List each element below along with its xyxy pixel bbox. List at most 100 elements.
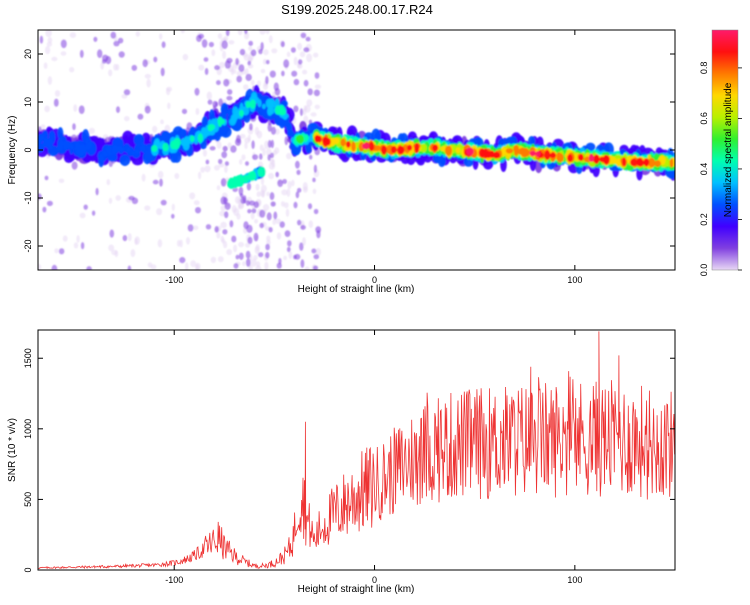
heatmap-cell <box>69 32 77 38</box>
heatmap-cell <box>288 251 293 259</box>
heatmap-cell <box>614 159 622 165</box>
heatmap-cell <box>293 56 298 66</box>
heatmap-cell <box>62 235 68 242</box>
heatmap-cell <box>204 68 209 75</box>
colorbar-tick-label: 0.8 <box>699 62 709 75</box>
heatmap-cell <box>280 201 285 207</box>
heatmap-cell <box>282 179 287 184</box>
heatmap-cell <box>118 51 125 58</box>
heatmap-cell <box>265 243 270 251</box>
heatmap-cell <box>192 225 199 231</box>
x-tick-label: 100 <box>567 275 582 285</box>
heatmap-cell <box>291 70 298 77</box>
heatmap-cell <box>302 237 306 246</box>
heatmap-cell <box>306 99 313 107</box>
heatmap-cell <box>300 32 307 39</box>
heatmap-cell <box>259 222 265 229</box>
heatmap-cell <box>195 207 201 214</box>
heatmap-cell <box>179 239 183 248</box>
heatmap-cell <box>216 80 221 86</box>
heatmap-cell <box>287 240 292 247</box>
heatmap-cell <box>157 239 163 248</box>
heatmap-cell <box>259 209 266 218</box>
heatmap-cell <box>124 116 130 122</box>
colorbar-tick-label: 0.6 <box>699 112 709 125</box>
heatmap-cell <box>303 47 310 53</box>
heatmap-cell <box>259 153 263 160</box>
heatmap-cell <box>47 37 53 44</box>
heatmap-cell <box>137 113 144 120</box>
heatmap-cell <box>455 147 461 154</box>
heatmap-cell <box>262 58 267 65</box>
heatmap-cell <box>236 75 242 83</box>
heatmap-cell <box>144 205 151 211</box>
heatmap-cell <box>226 57 233 64</box>
y-tick-label: 0 <box>23 147 33 152</box>
heatmap-cell <box>116 106 120 113</box>
heatmap-cell <box>556 153 564 163</box>
heatmap-cell <box>220 102 229 116</box>
y-tick-label: -20 <box>23 239 33 252</box>
heatmap-cell <box>247 209 252 214</box>
heatmap-cell <box>286 246 291 253</box>
heatmap-cell <box>251 208 257 214</box>
heatmap-cell <box>312 188 317 194</box>
heatmap-cell <box>303 134 309 142</box>
heatmap-cell <box>144 73 151 79</box>
heatmap-cell <box>250 49 257 57</box>
heatmap-cell <box>245 161 249 166</box>
colorbar-tick-label: 0.4 <box>699 163 709 176</box>
y-tick-label: 20 <box>23 49 33 59</box>
heatmap-cell <box>135 31 140 37</box>
colorbar-gradient <box>712 30 738 270</box>
heatmap-cell <box>44 105 50 113</box>
heatmap-cell <box>100 62 105 70</box>
heatmap-cell <box>267 140 272 148</box>
heatmap-cell <box>209 146 216 151</box>
heatmap-cell <box>420 143 428 153</box>
heatmap-cell <box>267 99 273 108</box>
heatmap-cell <box>630 158 638 167</box>
heatmap-cell <box>298 59 303 65</box>
heatmap-cell <box>83 204 88 210</box>
heatmap-cell <box>222 145 228 152</box>
heatmap-cell <box>284 136 289 146</box>
heatmap-cell <box>47 76 53 85</box>
heatmap-cell <box>110 31 117 39</box>
heatmap-cell <box>42 206 47 213</box>
heatmap-cell <box>268 107 275 115</box>
heatmap-cell <box>79 212 86 219</box>
heatmap-cell <box>160 119 164 125</box>
heatmap-cell <box>211 49 216 57</box>
heatmap-cell <box>205 159 210 165</box>
heatmap-cell <box>224 161 229 167</box>
heatmap-cell <box>60 51 67 56</box>
heatmap-cell <box>323 137 329 143</box>
heatmap-cell <box>588 154 595 162</box>
heatmap-cell <box>239 109 244 117</box>
heatmap-cell <box>253 232 259 242</box>
heatmap-cell <box>300 225 306 230</box>
heatmap-cell <box>308 220 314 228</box>
heatmap-cell <box>194 87 200 96</box>
heatmap-cell <box>260 42 264 51</box>
heatmap-cell <box>262 204 270 211</box>
y-tick-label: 10 <box>23 97 33 107</box>
heatmap-cell <box>293 105 299 113</box>
heatmap-cell <box>235 58 239 66</box>
heatmap-cell <box>398 146 404 153</box>
heatmap-cell <box>142 59 148 68</box>
heatmap-cell <box>283 202 289 209</box>
heatmap-cell <box>53 98 59 107</box>
heatmap-cell <box>224 202 231 210</box>
heatmap-cell <box>260 177 265 186</box>
heatmap-cell <box>38 193 42 200</box>
heatmap-cell <box>275 105 282 115</box>
heatmap-cell <box>39 35 44 44</box>
heatmap-cell <box>242 261 246 267</box>
heatmap-cell <box>432 144 439 152</box>
y-tick-label: -10 <box>23 191 33 204</box>
heatmap-cell <box>72 123 76 131</box>
heatmap-cell <box>505 148 514 154</box>
heatmap-cell <box>303 105 308 112</box>
